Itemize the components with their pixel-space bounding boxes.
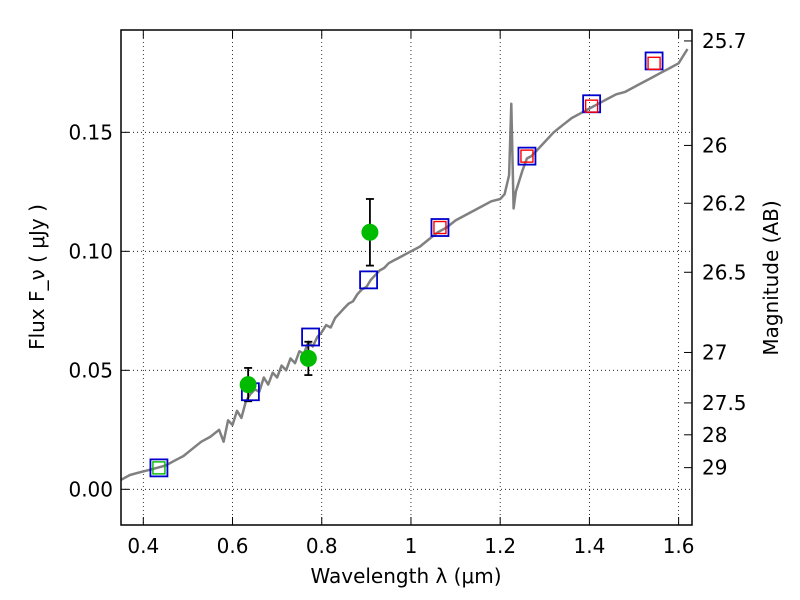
plot-frame-bg	[121, 30, 692, 525]
y-tick-label: 0.15	[68, 120, 113, 144]
y-axis-label: Flux F_ν ( μJy )	[25, 204, 49, 350]
observed-limit-square	[647, 56, 661, 71]
observed-detection-point	[299, 349, 317, 367]
grid-lines	[121, 30, 692, 525]
sed-model-line	[120, 48, 689, 481]
y-tick-label: 0.05	[68, 358, 113, 382]
model-photometry-square	[359, 270, 378, 290]
x-tick-label: 1.4	[573, 534, 605, 558]
x-axis-label: Wavelength λ (μm)	[310, 564, 501, 588]
x-tick-label: 0.8	[306, 534, 338, 558]
sed-model-curve	[120, 48, 689, 481]
observed-detection-point	[239, 376, 257, 394]
x-tick-label: 0.6	[217, 534, 249, 558]
y2-axis-label: Magnitude (AB)	[759, 200, 783, 355]
y2-tick-label: 26.5	[702, 260, 747, 284]
axis-ticks: 0.4 0.6 0.8 1 1.2 1.4 1.6 0.00 0.05 0.10 0.15 25.7 2…	[68, 29, 746, 558]
observed-limit-square	[520, 149, 534, 163]
x-tick-label: 1.6	[663, 534, 695, 558]
model-photometry-square	[517, 146, 537, 166]
y2-tick-label: 28	[702, 423, 727, 447]
y2-tick-label: 25.7	[702, 29, 747, 53]
y2-tick-label: 27.5	[702, 391, 747, 415]
x-tick-label: 1	[405, 534, 418, 558]
y-tick-label: 0.10	[68, 239, 113, 263]
observed-detection-square	[152, 461, 166, 475]
observed-detection-point	[361, 223, 379, 241]
y2-tick-label: 29	[702, 456, 727, 480]
model-photometry-square	[301, 327, 320, 347]
observed-limit-square	[584, 99, 599, 113]
model-photometry-square	[430, 218, 450, 237]
y2-tick-label: 26.2	[702, 191, 747, 215]
plot-frame	[120, 29, 693, 526]
data-points	[149, 51, 664, 478]
x-tick-label: 1.2	[484, 534, 516, 558]
y2-tick-label: 27	[702, 340, 727, 364]
x-tick-label: 0.4	[127, 534, 159, 558]
y2-tick-label: 26	[702, 133, 727, 157]
y-tick-label: 0.00	[68, 477, 113, 501]
observed-limit-square	[433, 220, 447, 235]
model-photometry-square	[149, 458, 169, 478]
